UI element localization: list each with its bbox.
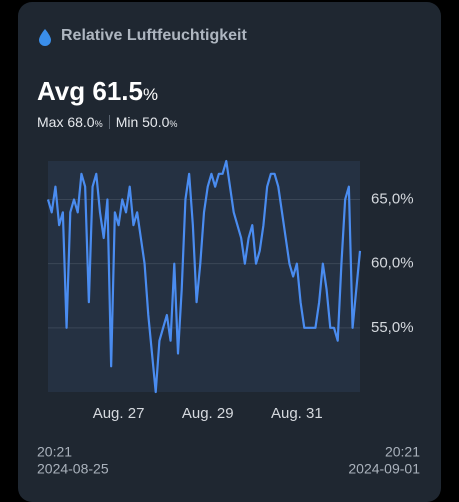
min-unit: % (169, 119, 178, 129)
x-tick-label: Aug. 29 (182, 405, 234, 422)
x-tick-label: Aug. 31 (271, 405, 323, 422)
avg-value: 61.5 (92, 76, 143, 106)
max-value: 68.0 (67, 114, 95, 130)
start-date: 2024-08-25 (37, 461, 109, 477)
drop-icon (39, 29, 51, 46)
y-tick-label: 60,0% (371, 255, 414, 272)
min-label: Min (115, 114, 139, 130)
min-value: 50.0 (142, 114, 170, 130)
card-title: Relative Luftfeuchtigkeit (61, 27, 247, 44)
end-date: 2024-09-01 (348, 461, 420, 477)
data-line (46, 159, 362, 394)
end-time: 20:21 (385, 444, 420, 460)
average: Avg 61.5% (37, 76, 158, 107)
start-time: 20:21 (37, 444, 72, 460)
y-tick-label: 55,0% (371, 319, 414, 336)
max-label: Max (37, 114, 64, 130)
max-unit: % (94, 119, 103, 129)
y-tick-label: 65,0% (371, 190, 414, 207)
min-max: Max 68.0% Min 50.0% (37, 114, 177, 130)
x-tick-label: Aug. 27 (93, 405, 145, 422)
avg-unit: % (143, 85, 159, 104)
avg-label: Avg (37, 76, 86, 106)
plot-area (48, 161, 360, 392)
